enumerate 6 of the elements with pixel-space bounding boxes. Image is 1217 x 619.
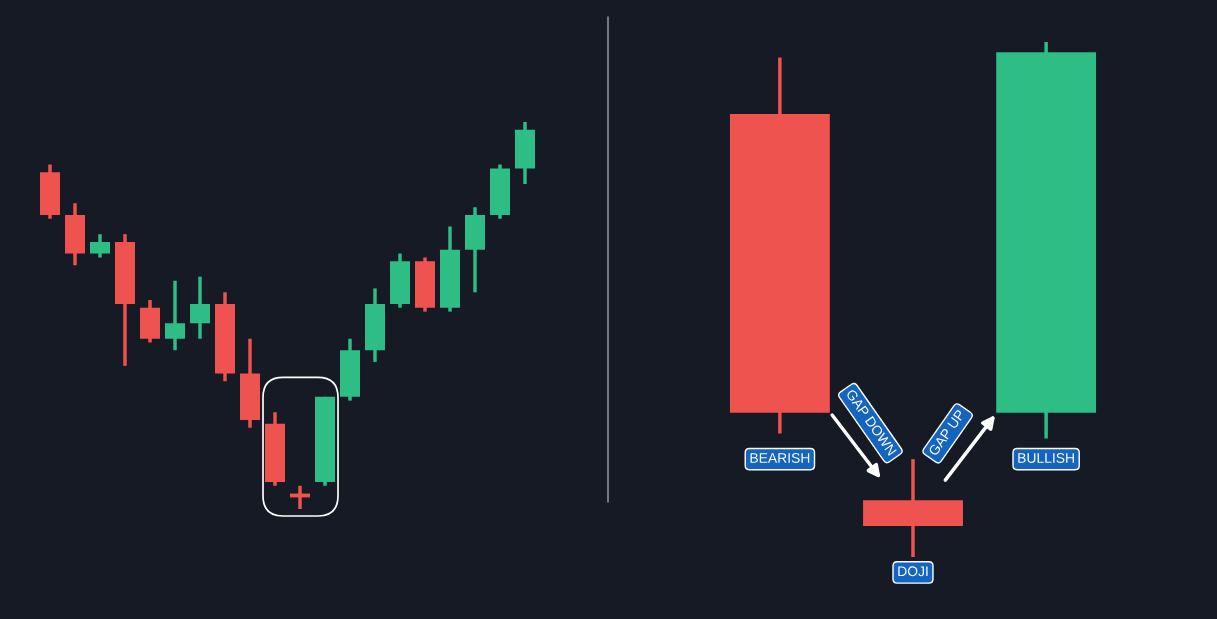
candlestick — [190, 276, 210, 339]
candlestick — [165, 280, 185, 351]
candlestick — [90, 234, 110, 258]
annotation: BEARISH — [750, 453, 810, 463]
text: DOJI — [898, 566, 928, 577]
annotation: BULLISH — [1018, 453, 1074, 463]
